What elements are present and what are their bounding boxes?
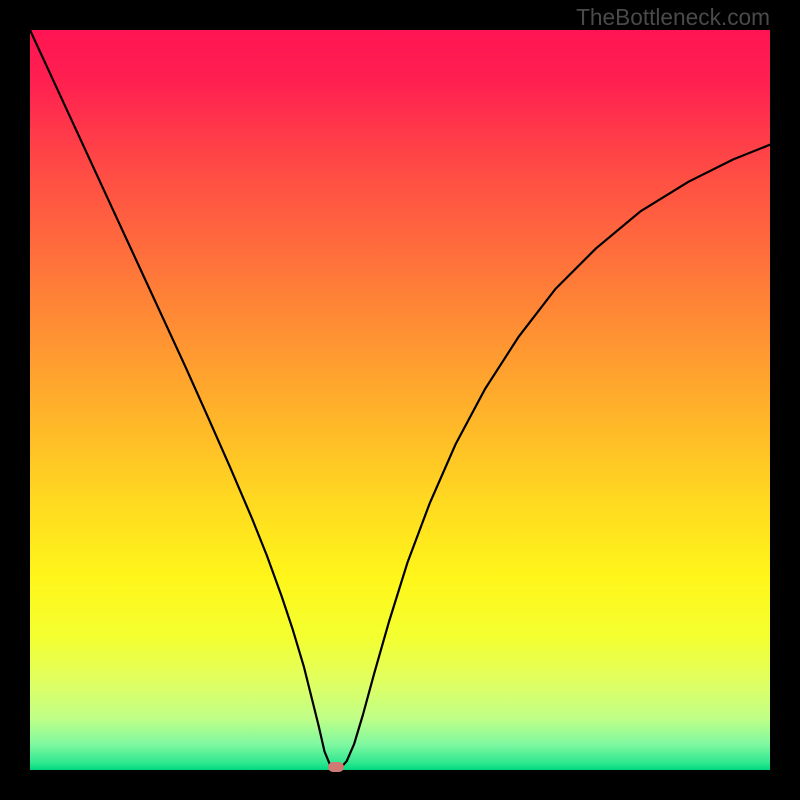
watermark-text: TheBottleneck.com [576,4,770,31]
optimal-point-marker [328,762,344,772]
bottleneck-curve [30,30,770,769]
chart-frame: TheBottleneck.com [0,0,800,800]
curve-layer [30,30,770,770]
plot-area [30,30,770,770]
